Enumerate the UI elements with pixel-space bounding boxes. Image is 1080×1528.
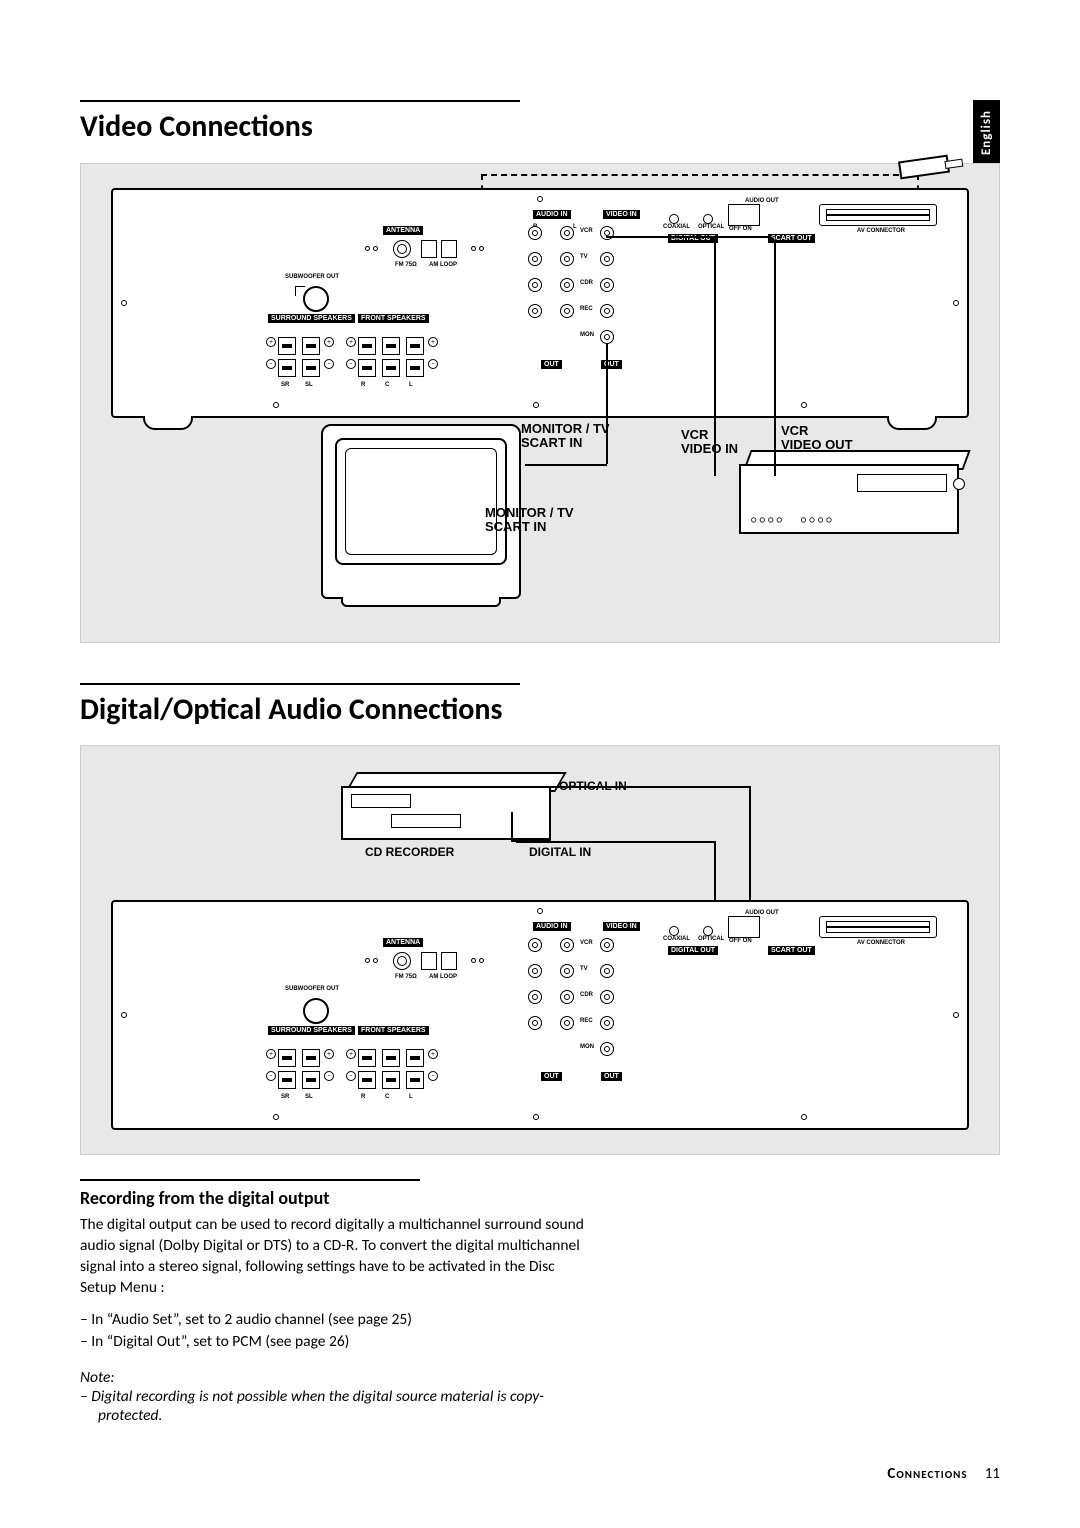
section-title-digital-audio: Digital/Optical Audio Connections [80,683,520,728]
front-speaker-terminals: + + − − [348,325,448,379]
paragraph-digital-output: The digital output can be used to record… [80,1215,590,1299]
scart-connector [819,204,937,226]
receiver-rear-panel: ANTENNA FM 75Ω AM LOOP SUBWOOFER OUT SUR… [111,188,969,418]
audio-out-switch [728,204,760,226]
section-title-video: Video Connections [80,100,520,145]
footer-page-number: 11 [985,1465,1000,1483]
cd-recorder-label: CD RECORDER [365,846,454,860]
diagram-video-connections: ANTENNA FM 75Ω AM LOOP SUBWOOFER OUT SUR… [80,163,1000,643]
diagram-digital-audio: CD RECORDER OPTICAL IN DIGITAL IN ANTENN… [80,745,1000,1155]
footer-section: Connections [887,1465,967,1483]
callout-monitor-scart-1: MONITOR / TV SCART IN [521,422,610,452]
subsection-title: Recording from the digital output [80,1179,420,1209]
scart-plug-icon [898,154,950,179]
antenna-label: ANTENNA [383,226,423,235]
note-text: – Digital recording is not possible when… [80,1387,590,1425]
language-tab: English [973,100,1000,165]
receiver-rear-panel-2: ANTENNA FM 75Ω AM LOOP SUBWOOFER OUT SUR… [111,900,969,1130]
callout-monitor-scart-2: MONITOR / TV SCART IN [485,506,574,536]
cable-dashed [481,174,919,176]
surround-speaker-terminals: + + − − [268,325,338,379]
subwoofer-jack [303,286,329,312]
bullet-audio-set: – In “Audio Set”, set to 2 audio channel… [80,1309,590,1331]
page-footer: Connections 11 [887,1465,1000,1483]
bullet-digital-out: – In “Digital Out”, set to PCM (see page… [80,1331,590,1353]
antenna-fm-jack [393,240,411,258]
callout-vcr-out: VCR VIDEO OUT [781,424,853,454]
note-label: Note: [80,1368,1000,1387]
